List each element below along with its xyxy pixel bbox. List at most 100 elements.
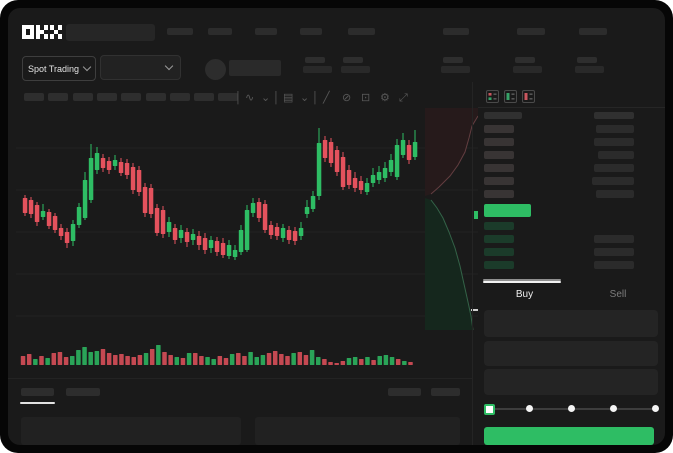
ask-row-amount[interactable] [592, 177, 634, 185]
order-input[interactable] [484, 341, 658, 366]
orderbook-header-amount [594, 112, 634, 119]
nav-item[interactable] [517, 28, 545, 35]
trading-app-window: Spot Trading Buy Sell [8, 8, 665, 445]
tab-sell[interactable]: Sell [609, 288, 627, 300]
separator: │ [312, 92, 319, 104]
market-type-selector[interactable]: Spot Trading [22, 56, 96, 81]
tab-buy[interactable]: Buy [515, 288, 534, 300]
separator: │ [235, 92, 242, 104]
orderbook-layout-asks-icon[interactable] [522, 90, 535, 103]
indicators-icon[interactable]: ▤ [283, 92, 294, 104]
timeframe-button[interactable] [146, 93, 166, 101]
ask-row-price[interactable] [484, 164, 514, 172]
nav-item[interactable] [255, 28, 277, 35]
trade-panel: Buy Sell [478, 281, 665, 445]
okx-logo[interactable] [22, 25, 62, 39]
market-type-label: Spot Trading [27, 63, 80, 74]
timeframe-button[interactable] [194, 93, 214, 101]
chevron-down-icon[interactable]: ⌄ [300, 92, 310, 104]
orders-table-panel [255, 417, 460, 445]
slider-handle[interactable] [484, 404, 495, 415]
slider-stop[interactable] [568, 405, 575, 412]
timeframe-button[interactable] [218, 93, 238, 101]
ask-row-price[interactable] [484, 125, 514, 133]
pair-name-placeholder [229, 60, 281, 76]
orderbook-header-price [484, 112, 522, 119]
candlestick-chart[interactable] [8, 8, 478, 445]
active-tab-underline [20, 402, 55, 404]
separator: │ [273, 92, 280, 104]
stat-label [443, 57, 463, 63]
stat-value [341, 66, 370, 73]
bid-row-amount[interactable] [594, 235, 634, 243]
ask-row-price[interactable] [484, 177, 514, 185]
bid-row-amount[interactable] [594, 248, 634, 256]
orders-action[interactable] [431, 388, 460, 396]
ask-row-price[interactable] [484, 138, 514, 146]
timeframe-button[interactable] [121, 93, 141, 101]
bid-row-price[interactable] [484, 248, 514, 256]
orderbook-layout-bids-icon[interactable] [504, 90, 517, 103]
orders-tab[interactable] [21, 388, 54, 396]
divider [8, 378, 472, 379]
ask-row-amount[interactable] [596, 125, 634, 133]
stat-label [305, 57, 325, 63]
nav-item[interactable] [443, 28, 469, 35]
stat-label [515, 57, 535, 63]
fullscreen-icon[interactable]: ⤢ [399, 92, 408, 104]
order-input[interactable] [484, 369, 658, 395]
bid-row-amount[interactable] [594, 261, 634, 269]
order-book[interactable] [484, 112, 665, 276]
ask-row-price[interactable] [484, 190, 514, 198]
bid-row-price[interactable] [484, 261, 514, 269]
timeframe-button[interactable] [170, 93, 190, 101]
ask-row-amount[interactable] [594, 138, 634, 146]
ask-row-amount[interactable] [596, 190, 634, 198]
slider-stop[interactable] [526, 405, 533, 412]
chart-settings-icon[interactable]: ⚙ [380, 92, 390, 104]
orderbook-scrollbar[interactable] [483, 279, 561, 281]
order-input[interactable] [484, 310, 658, 337]
nav-item[interactable] [208, 28, 232, 35]
divider [478, 107, 665, 108]
stat-value [441, 66, 470, 73]
nav-item[interactable] [167, 28, 193, 35]
buy-submit-button[interactable] [484, 427, 654, 445]
ask-row-price[interactable] [484, 151, 514, 159]
orders-table-panel [21, 417, 241, 445]
active-tab-indicator [483, 281, 561, 283]
depth-chart[interactable] [425, 108, 478, 330]
timeframe-button[interactable] [48, 93, 68, 101]
stat-value [513, 66, 542, 73]
slider-stop[interactable] [652, 405, 659, 412]
last-price-badge [484, 204, 531, 217]
slider-stop[interactable] [610, 405, 617, 412]
stat-value [303, 66, 332, 73]
divider [472, 82, 473, 445]
nav-item[interactable] [579, 28, 607, 35]
orders-tab[interactable] [66, 388, 100, 396]
screenshot-icon[interactable]: ⊡ [361, 92, 371, 104]
nav-item[interactable] [348, 28, 375, 35]
stat-label [343, 57, 363, 63]
eraser-icon[interactable]: ⊘ [342, 92, 352, 104]
ask-row-amount[interactable] [594, 164, 634, 172]
orderbook-layout-combined-icon[interactable] [486, 90, 499, 103]
bid-row-price[interactable] [484, 235, 514, 243]
timeframe-button[interactable] [24, 93, 44, 101]
stat-label [577, 57, 597, 63]
bid-row-price[interactable] [484, 222, 514, 230]
pair-token-icon [205, 59, 226, 80]
search-input[interactable] [66, 24, 155, 41]
chevron-down-icon[interactable]: ⌄ [261, 92, 271, 104]
pair-selector[interactable] [100, 55, 181, 80]
ask-row-amount[interactable] [598, 151, 634, 159]
stat-value [575, 66, 604, 73]
timeframe-button[interactable] [97, 93, 117, 101]
trendline-icon[interactable]: ╱ [323, 92, 330, 104]
nav-item[interactable] [300, 28, 322, 35]
chart-type-icon[interactable]: ∿ [245, 92, 255, 104]
timeframe-button[interactable] [73, 93, 93, 101]
orders-action[interactable] [388, 388, 421, 396]
